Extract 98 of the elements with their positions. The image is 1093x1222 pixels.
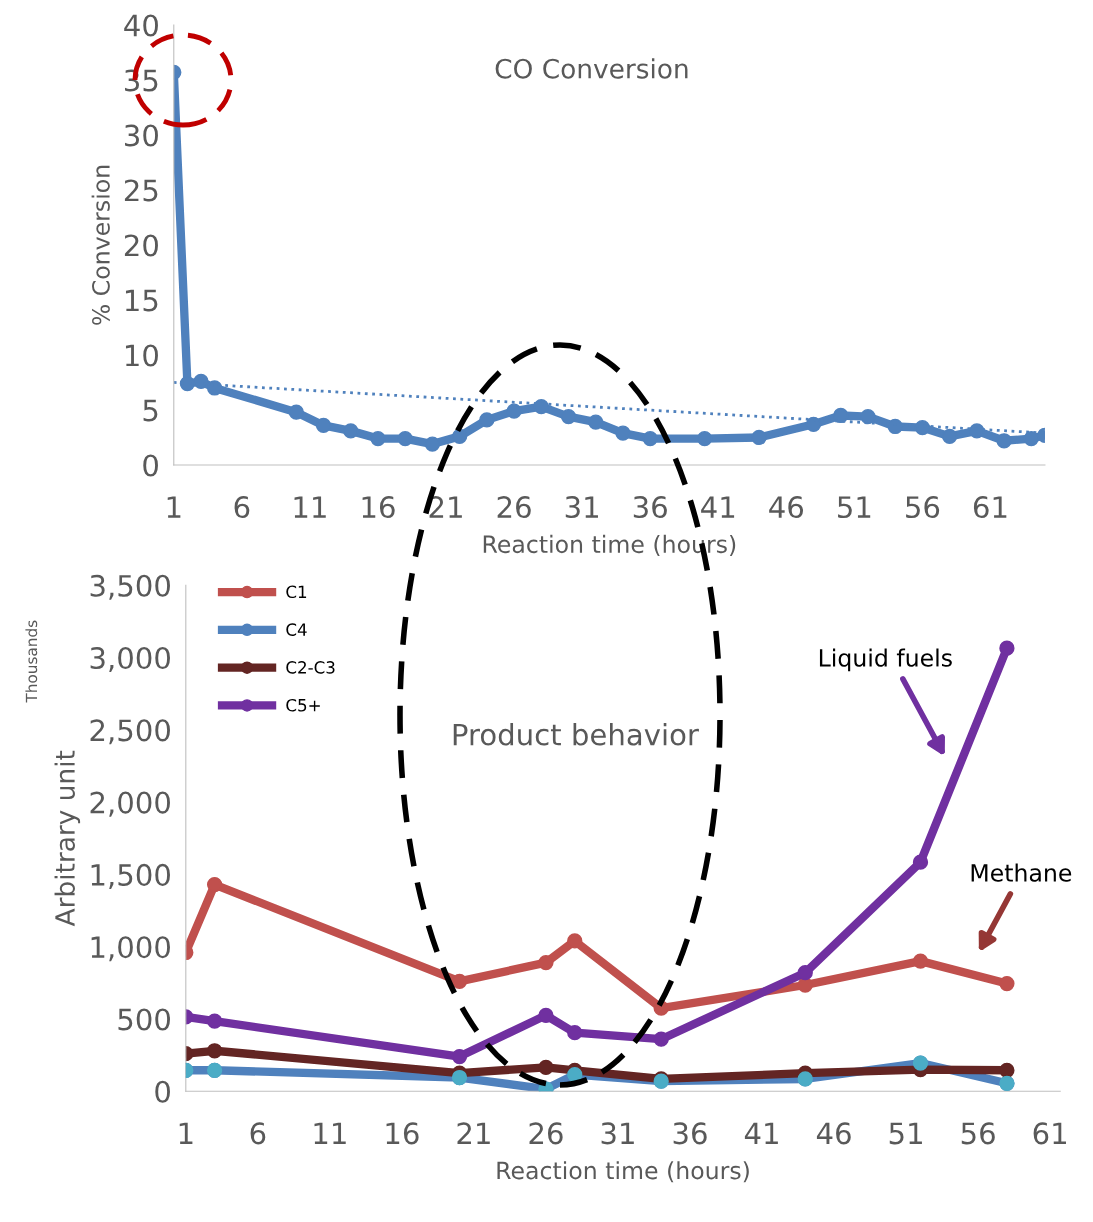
y-tick-label: 0 (155, 1080, 170, 1103)
point (567, 933, 583, 949)
point (451, 428, 468, 445)
point (538, 1007, 554, 1023)
point (206, 380, 223, 396)
legend-label: C4 (286, 623, 307, 636)
point (999, 640, 1015, 656)
point (642, 430, 658, 447)
point (451, 1048, 468, 1065)
x-tick-label: 11 (294, 496, 326, 518)
y-axis-title: Arbitrary unit (54, 750, 81, 927)
x-tick-label: 46 (769, 496, 804, 519)
point (397, 430, 413, 447)
point (696, 430, 713, 447)
point (912, 854, 929, 870)
y-axis-title: % Conversion (91, 165, 110, 325)
point (206, 876, 223, 893)
x-tick-label: 31 (601, 1122, 634, 1145)
x-tick-label: 6 (234, 496, 250, 519)
x-tick-label: 21 (429, 496, 462, 518)
y-tick-label: 500 (118, 1008, 170, 1031)
point (751, 429, 767, 446)
point (451, 973, 468, 990)
point (315, 417, 332, 434)
point (1023, 430, 1039, 447)
y-tick-label: 0 (143, 454, 158, 477)
point (588, 414, 604, 430)
text: CO Conversion (495, 58, 688, 79)
y-tick-label: 3,500 (90, 574, 170, 600)
point (206, 1013, 223, 1029)
x-tick-label: 16 (386, 1122, 419, 1145)
x-tick-label: 51 (889, 1122, 922, 1145)
point (941, 428, 958, 445)
y-tick-label: 3,000 (90, 647, 170, 673)
x-tick-label: 56 (961, 1122, 995, 1145)
x-tick-label: 46 (816, 1122, 851, 1145)
point (887, 418, 903, 435)
annotation: Liquid fuels (819, 648, 952, 672)
x-tick-label: 11 (314, 1122, 346, 1144)
point (533, 399, 549, 415)
point (653, 1031, 669, 1047)
x-tick-label: 41 (744, 1122, 778, 1144)
x-tick-label: 31 (565, 496, 598, 519)
x-tick-label: 26 (497, 496, 531, 519)
point (424, 436, 441, 452)
text: Thousands (25, 620, 38, 703)
x-tick-label: 6 (250, 1122, 266, 1145)
legend-label: C2-C3 (286, 661, 335, 674)
point (999, 975, 1015, 992)
y-tick-label: 1,000 (91, 936, 170, 962)
x-tick-label: 51 (838, 496, 871, 519)
annotation: Methane (971, 863, 1072, 882)
x-tick-label: 21 (457, 1122, 490, 1144)
point (479, 412, 495, 428)
x-tick-label: 26 (529, 1122, 563, 1145)
point (370, 430, 386, 447)
point (833, 407, 849, 424)
y-tick-label: 30 (125, 124, 158, 147)
point (914, 419, 931, 436)
x-tick-label: 1 (167, 496, 181, 518)
y-tick-label: 10 (125, 344, 158, 367)
y-tick-label: 20 (124, 234, 158, 257)
point (999, 1062, 1015, 1078)
point (560, 408, 577, 425)
point (179, 375, 196, 392)
legend-label: C5+ (286, 698, 320, 712)
x-tick-label: 16 (362, 496, 395, 519)
y-tick-label: 2,500 (90, 719, 170, 745)
point (506, 403, 522, 419)
x-tick-label: 36 (633, 496, 667, 519)
point (538, 1059, 554, 1076)
point (538, 954, 554, 971)
x-tick-label: 61 (1033, 1122, 1066, 1145)
legend-label: C1 (286, 585, 307, 599)
x-tick-label: 36 (673, 1122, 707, 1145)
y-tick-label: 15 (125, 289, 158, 312)
x-tick-label: 41 (701, 496, 735, 518)
point (206, 1043, 223, 1059)
point (860, 408, 876, 425)
y-tick-label: 2,000 (90, 791, 170, 817)
point (343, 423, 359, 439)
x-tick-label: 56 (906, 496, 940, 519)
point (797, 965, 813, 981)
point (912, 953, 929, 969)
point (288, 404, 304, 420)
y-tick-label: 40 (124, 14, 158, 37)
point (805, 416, 822, 432)
x-tick-label: 61 (973, 496, 1007, 519)
x-tick-label: 1 (179, 1122, 193, 1144)
point (969, 423, 985, 439)
point (615, 425, 631, 441)
point (567, 1025, 583, 1041)
y-tick-label: 1,500 (91, 863, 170, 889)
y-tick-label: 25 (124, 179, 158, 202)
point (996, 433, 1012, 449)
x-axis-title: Reaction time (hours) (497, 1161, 749, 1183)
y-tick-label: 5 (143, 399, 158, 422)
annotation: Product behavior (453, 723, 699, 746)
